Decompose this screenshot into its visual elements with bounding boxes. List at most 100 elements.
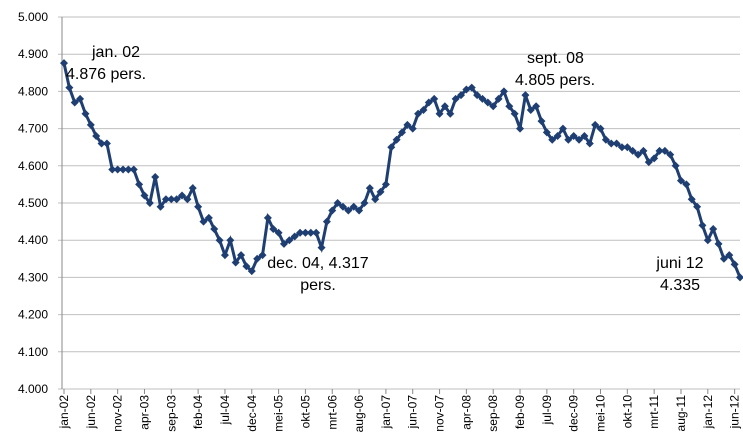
data-point <box>655 146 664 155</box>
x-tick-label: sep-08 <box>486 395 500 432</box>
annotation: 4.876 pers. <box>66 66 146 83</box>
data-point <box>76 94 85 103</box>
annotation: jan. 02 <box>91 44 140 61</box>
x-tick-label: jun-07 <box>406 395 420 430</box>
data-point <box>102 139 111 148</box>
data-point <box>188 184 197 193</box>
x-tick-label: apr-08 <box>459 395 473 430</box>
data-point <box>510 109 519 118</box>
data-point <box>328 206 337 215</box>
data-point <box>580 132 589 141</box>
data-point <box>274 228 283 237</box>
data-point <box>210 225 219 234</box>
data-point <box>81 109 90 118</box>
data-point <box>730 260 739 269</box>
data-point <box>317 243 326 252</box>
data-point <box>703 236 712 245</box>
data-point <box>617 143 626 152</box>
data-point <box>247 267 256 276</box>
data-point <box>86 120 95 129</box>
x-tick-label: jan-02 <box>57 395 71 430</box>
data-point <box>628 146 637 155</box>
data-point <box>612 139 621 148</box>
data-point <box>113 165 122 174</box>
data-point <box>698 221 707 230</box>
data-point <box>682 180 691 189</box>
data-point <box>306 228 315 237</box>
data-point <box>451 94 460 103</box>
data-point <box>269 225 278 234</box>
data-point <box>253 254 262 263</box>
data-point <box>430 94 439 103</box>
data-point <box>365 184 374 193</box>
data-point <box>371 195 380 204</box>
data-point <box>387 143 396 152</box>
data-point <box>242 262 251 271</box>
data-point <box>178 191 187 200</box>
data-point <box>194 202 203 211</box>
data-point <box>424 98 433 107</box>
x-tick-label: nov-02 <box>111 395 125 432</box>
data-point <box>676 176 685 185</box>
data-point <box>505 102 514 111</box>
x-tick-label: mrt-11 <box>647 395 661 429</box>
data-point <box>108 165 117 174</box>
data-point <box>687 195 696 204</box>
data-point <box>322 217 331 226</box>
data-point <box>301 228 310 237</box>
data-point <box>483 98 492 107</box>
data-point <box>398 128 406 137</box>
data-point <box>596 124 605 133</box>
data-point <box>258 251 267 260</box>
data-point <box>526 106 535 114</box>
y-tick-label: 4.200 <box>18 308 48 322</box>
annotation: dec. 04, 4.317 <box>267 255 369 272</box>
data-point <box>558 124 567 133</box>
y-tick-label: 4.000 <box>18 382 48 396</box>
data-point <box>623 143 632 152</box>
data-point <box>591 120 600 129</box>
y-tick-label: 4.600 <box>18 159 48 173</box>
data-point <box>521 91 530 100</box>
data-point <box>279 239 288 248</box>
data-point <box>467 83 476 92</box>
data-point <box>199 217 208 226</box>
y-tick-label: 4.300 <box>18 270 48 284</box>
annotation: pers. <box>300 277 336 294</box>
x-tick-label: dec-04 <box>245 395 259 432</box>
x-tick-label: nov-07 <box>433 395 447 432</box>
data-point <box>151 172 160 181</box>
data-point <box>736 273 743 282</box>
data-point <box>660 146 669 155</box>
data-point <box>435 109 444 118</box>
x-tick-label: mrt-06 <box>325 395 339 430</box>
x-tick-label: dec-09 <box>567 395 581 432</box>
x-tick-label: okt-05 <box>298 395 312 429</box>
data-point <box>457 91 466 100</box>
data-point <box>129 165 138 174</box>
data-point <box>172 195 181 204</box>
data-point <box>392 135 401 144</box>
data-point <box>215 236 224 245</box>
y-tick-label: 4.900 <box>18 47 48 61</box>
data-point <box>349 202 358 211</box>
x-tick-label: apr-03 <box>137 395 151 430</box>
data-point <box>489 102 498 111</box>
data-point <box>473 91 482 100</box>
data-point <box>719 254 728 263</box>
data-point <box>585 139 594 148</box>
data-point <box>290 232 299 241</box>
data-point <box>220 251 229 260</box>
data-point <box>226 236 235 245</box>
data-point <box>548 135 557 144</box>
data-point <box>360 199 369 207</box>
annotation: 4.805 pers. <box>515 72 595 89</box>
data-point <box>601 135 610 144</box>
data-point <box>419 106 428 114</box>
x-tick-label: okt-10 <box>620 395 634 429</box>
data-point <box>333 199 342 207</box>
data-point <box>167 195 176 204</box>
data-point <box>135 180 144 189</box>
data-point <box>575 135 584 144</box>
